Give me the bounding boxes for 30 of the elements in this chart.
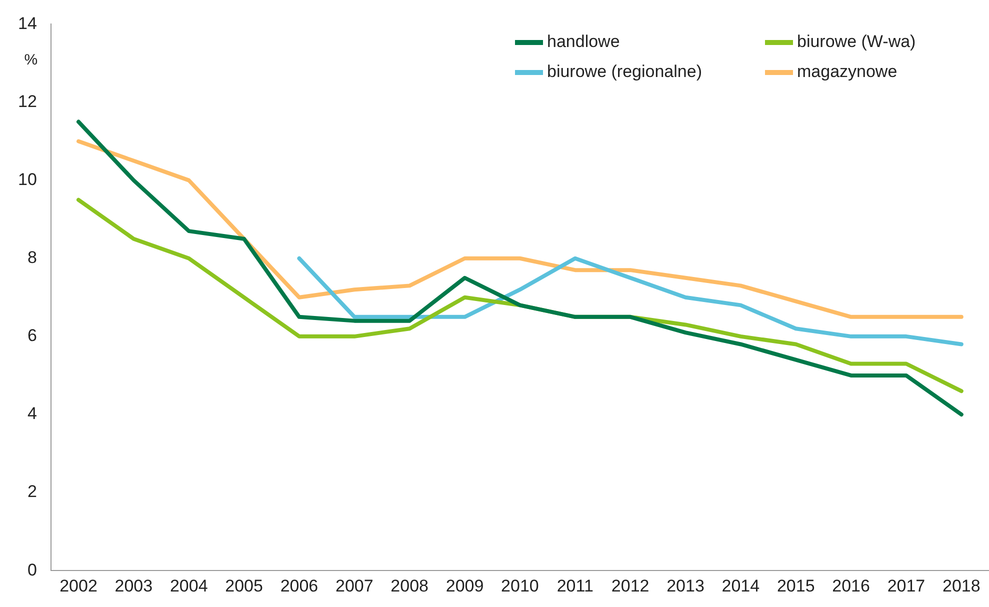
legend-label: biurowe (W-wa): [797, 32, 916, 52]
y-tick-label: 14: [18, 14, 37, 33]
x-tick-label: 2017: [887, 576, 926, 596]
y-tick-label: 10: [18, 170, 37, 189]
x-tick-label: 2011: [556, 576, 594, 596]
y-tick-label: 12: [18, 92, 37, 111]
y-axis-title: %: [24, 51, 38, 68]
y-tick-label: 4: [27, 404, 37, 424]
x-tick-label: 2008: [390, 576, 429, 596]
y-tick-label: 6: [27, 326, 37, 346]
x-tick-label: 2016: [832, 576, 870, 596]
x-tick-label: 2006: [280, 576, 318, 596]
x-tick-label: 2015: [776, 576, 815, 596]
x-tick-label: 2002: [60, 576, 98, 596]
legend-label: biurowe (regionalne): [547, 62, 702, 82]
y-tick-label: 0: [27, 560, 37, 580]
x-tick-label: 2007: [335, 576, 374, 596]
x-tick-label: 2003: [114, 576, 153, 596]
x-tick-label: 2013: [666, 576, 704, 596]
x-tick-label: 2009: [446, 576, 484, 596]
x-tick-label: 2012: [611, 576, 650, 596]
y-tick-label: 8: [27, 248, 37, 268]
legend-label: magazynowe: [797, 62, 898, 82]
y-tick-label: 2: [27, 482, 37, 502]
x-tick-label: 2004: [170, 576, 208, 596]
x-tick-label: 2010: [501, 576, 539, 596]
x-tick-label: 2005: [225, 576, 263, 596]
x-tick-label: 2014: [722, 576, 760, 596]
x-tick-label: 2018: [942, 576, 980, 596]
legend-label: handlowe: [547, 32, 620, 52]
